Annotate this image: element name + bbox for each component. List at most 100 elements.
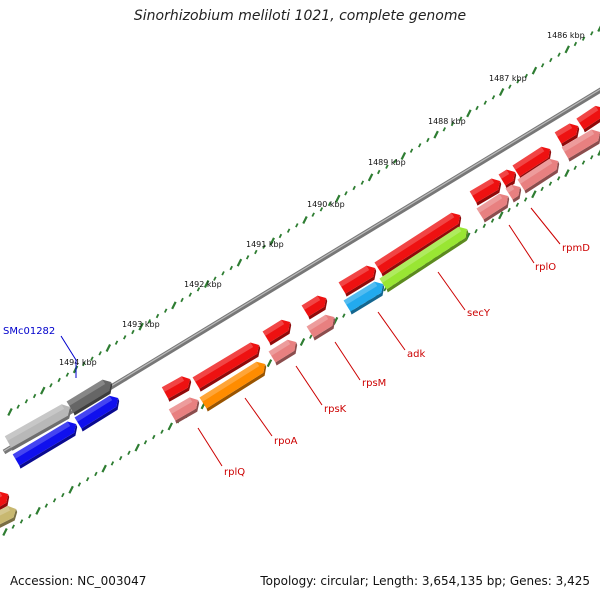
gene-label-SMc01282[interactable]: SMc01282	[3, 326, 55, 337]
tick-mark	[367, 173, 374, 182]
gene-rplO-upper-b[interactable]	[498, 169, 517, 189]
tick-mark	[2, 528, 8, 536]
tick-mark	[28, 513, 32, 519]
tick-mark	[377, 169, 381, 175]
ruler-label: 1491 kbp	[246, 240, 284, 249]
gene-rplO-upper-a[interactable]	[469, 178, 502, 206]
ruler-label: 1493 kbp	[122, 320, 160, 329]
tick-mark	[531, 66, 538, 75]
tick-mark	[523, 197, 528, 202]
gene-rpsK-lower[interactable]	[268, 339, 298, 366]
tick-mark	[474, 228, 478, 234]
gene-rpoA-upper[interactable]	[192, 342, 261, 392]
inner-tick-row	[2, 149, 600, 536]
gene-label-rplQ[interactable]: rplQ	[224, 467, 245, 478]
tick-mark	[597, 25, 600, 32]
gene-label-rpsM[interactable]: rpsM	[362, 378, 386, 389]
gene-SMc01282-a[interactable]	[4, 404, 72, 451]
tick-mark	[490, 218, 495, 223]
tick-mark	[311, 212, 315, 217]
leader-adk	[377, 311, 406, 351]
gene-edge-olive[interactable]	[0, 505, 18, 531]
gene-label-rpmD[interactable]: rpmD	[562, 243, 590, 254]
tick-mark	[491, 95, 496, 100]
gene-SMc01282-c[interactable]	[12, 421, 78, 469]
tick-mark	[82, 361, 86, 367]
tick-mark	[385, 164, 389, 169]
gene-rplQ-upper[interactable]	[161, 376, 192, 402]
outer-tick-row	[7, 25, 600, 416]
tick-mark	[344, 191, 348, 196]
tick-mark	[127, 450, 131, 456]
leader-SMc01282	[60, 335, 77, 378]
tick-mark	[475, 105, 479, 111]
gene-label-rpoA[interactable]: rpoA	[274, 436, 298, 447]
tick-mark	[131, 329, 135, 335]
tick-mark	[327, 201, 332, 207]
tick-mark	[123, 335, 127, 340]
gene-rplO-lower-b[interactable]	[505, 184, 522, 203]
tick-mark	[40, 386, 46, 395]
gene-rpsK-upper[interactable]	[262, 319, 292, 346]
tick-mark	[515, 202, 520, 207]
tick-mark	[557, 52, 561, 57]
tick-mark	[16, 404, 20, 409]
gene-lower-extra[interactable]	[561, 129, 600, 162]
ruler-label: 1490 kbp	[307, 200, 345, 209]
tick-mark	[524, 73, 528, 79]
tick-mark	[68, 485, 74, 494]
tick-mark	[342, 313, 346, 318]
tick-mark	[498, 88, 505, 96]
gene-edge-red[interactable]	[0, 491, 10, 514]
tick-mark	[163, 308, 168, 313]
gene-adk-upper[interactable]	[338, 265, 377, 297]
tick-mark	[309, 334, 313, 339]
gene-label-rplO[interactable]: rplO	[535, 262, 556, 273]
tick-mark	[152, 434, 156, 440]
tick-mark	[147, 319, 152, 324]
ruler-label: 1489 kbp	[368, 158, 406, 167]
gene-label-secY[interactable]: secY	[467, 308, 491, 319]
gene-rplQ-lower[interactable]	[168, 397, 200, 424]
gene-SMc01282-d[interactable]	[74, 395, 120, 432]
gene-rpsM-lower[interactable]	[306, 314, 336, 341]
leader-rpsM	[334, 341, 361, 381]
tick-mark	[203, 280, 210, 288]
ruler-labels: 1486 kbp 1487 kbp 1488 kbp 1489 kbp 1490 kbp…	[59, 31, 585, 367]
gene-SMc01282-b[interactable]	[66, 379, 113, 416]
tick-mark	[196, 287, 201, 292]
tick-mark	[393, 159, 397, 164]
gene-rpoA-lower[interactable]	[199, 361, 267, 412]
tick-mark	[171, 301, 177, 310]
tick-mark	[101, 464, 107, 473]
gene-label-adk[interactable]: adk	[407, 349, 425, 360]
gene-rplO-lower-a[interactable]	[476, 193, 510, 223]
tick-mark	[52, 498, 57, 503]
tick-mark	[180, 297, 184, 303]
gene-secY-lower[interactable]	[379, 226, 469, 293]
gene-upper-extra-a[interactable]	[554, 123, 580, 147]
gene-rpmD-lower[interactable]	[517, 158, 560, 194]
tick-mark	[418, 143, 422, 148]
topology-text: Topology: circular; Length: 3,654,135 bp…	[260, 574, 590, 588]
tick-mark	[400, 152, 407, 160]
gene-adk-lower[interactable]	[343, 281, 385, 315]
tick-mark	[590, 155, 594, 160]
tick-mark	[254, 249, 258, 255]
tick-mark	[507, 207, 511, 213]
tick-mark	[548, 181, 553, 186]
tick-mark	[167, 422, 174, 431]
gene-secY-upper[interactable]	[374, 212, 462, 277]
tick-mark	[269, 237, 275, 246]
gene-label-rpsK[interactable]: rpsK	[324, 404, 347, 415]
gene-upper-extra-b[interactable]	[576, 105, 600, 133]
gene-rpmD-upper[interactable]	[512, 146, 552, 180]
tick-mark	[482, 223, 487, 229]
tick-mark	[516, 79, 520, 84]
tick-mark	[44, 503, 49, 508]
tick-mark	[61, 492, 65, 498]
gene-rpsM-upper[interactable]	[301, 295, 328, 320]
tick-mark	[94, 471, 98, 477]
tick-mark	[540, 63, 545, 68]
tick-mark	[143, 440, 148, 445]
